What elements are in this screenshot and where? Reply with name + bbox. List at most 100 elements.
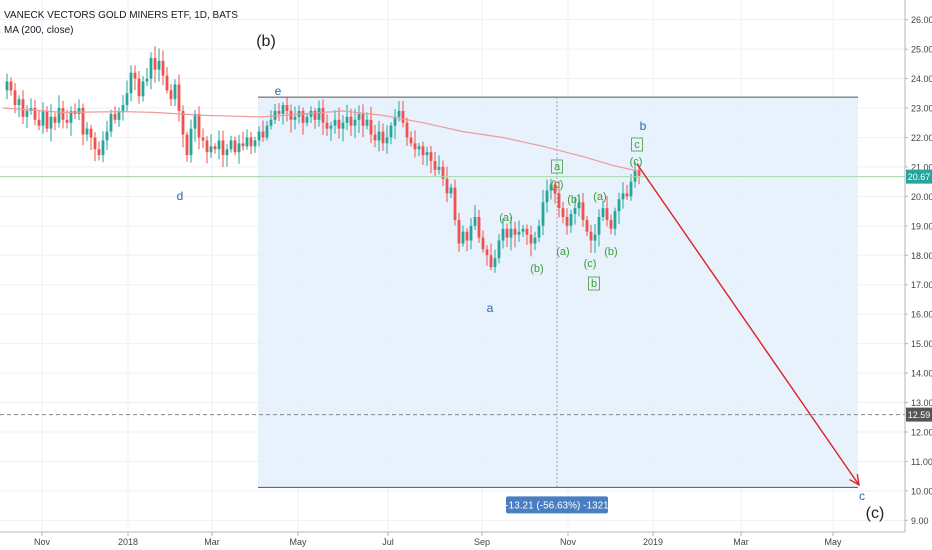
candle-body [273,110,277,120]
candle-body [593,234,597,241]
candle-body [45,110,49,129]
candle-body [621,193,625,200]
candle-body [481,237,485,250]
candle-body [401,110,405,123]
candle-body [149,57,153,79]
candle-body [105,131,109,141]
candle-body [421,146,425,156]
candle-body [101,140,105,156]
candle-body [265,125,269,138]
candle-body [597,216,601,235]
x-tick-label: 2018 [118,537,138,547]
candle-body [373,134,377,141]
candle-body [17,99,21,106]
wave-label: d [177,189,184,203]
candle-body [437,166,441,170]
last-price-tag: 20.67 [908,172,931,182]
y-tick-label: 18.00 [911,251,932,261]
candle-body [441,166,445,179]
candle-body [21,99,25,117]
candle-body [361,113,365,126]
x-tick-label: Nov [34,537,51,547]
candle-body [353,119,357,126]
candle-body [89,128,93,138]
candle-body [25,110,29,117]
candle-body [449,187,453,194]
candle-body [257,131,261,141]
projection-line [636,163,860,486]
candle-body [205,140,209,153]
candle-body [489,255,493,268]
wave-label: e [275,84,282,98]
candle-body [305,116,309,123]
wave-label: c [859,489,865,503]
wave-label: (a) [556,246,569,258]
candle-body [465,231,469,241]
candle-body [617,199,621,212]
candle-body [613,211,617,229]
wave-label: (c) [866,505,885,522]
candle-body [377,131,381,141]
candle-body [125,93,129,106]
wave-label: a [554,161,561,173]
price-lines [0,176,905,416]
candle-body [357,113,361,120]
candle-body [517,231,521,235]
candle-body [133,72,137,79]
candle-body [629,181,633,197]
wave-label: c [634,139,640,151]
candle-body [13,90,17,106]
candle-body [413,143,417,150]
candle-body [545,190,549,203]
candle-body [637,169,641,176]
candle-body [433,161,437,170]
y-tick-label: 25.00 [911,45,932,55]
candle-body [461,231,465,244]
candle-body [229,140,233,150]
wave-label: b [591,278,597,290]
measure-label-box [506,496,608,514]
candle-body [577,202,581,209]
y-tick-label: 15.00 [911,339,932,349]
candle-body [329,125,333,129]
candle-body [469,225,473,241]
candle-body [417,146,421,150]
candle-body [541,202,545,226]
candle-body [201,137,205,141]
x-tick-label: Mar [733,537,749,547]
candle-body [625,193,629,197]
candle-body [281,105,285,114]
chart-title: VANECK VECTORS GOLD MINERS ETF, 1D, BATS [4,10,238,21]
candle-body [177,84,181,111]
candle-body [301,110,305,123]
y-tick-label: 19.00 [911,221,932,231]
candle-body [341,122,345,129]
candle-body [425,152,429,156]
candle-body [397,110,401,117]
candle-body [473,216,477,226]
wave-label: a [487,301,494,315]
candle-body [9,81,13,91]
candle-body [49,116,53,129]
candle-body [557,193,561,209]
candle-body [225,149,229,156]
candle-body [53,116,57,123]
y-tick-label: 13.00 [911,398,932,408]
candle-body [405,122,409,138]
candle-body [145,78,149,82]
candle-body [513,228,517,235]
x-tick-label: Jul [382,537,394,547]
candle-body [33,108,37,120]
candle-body [93,137,97,150]
candle-body [561,208,565,217]
candle-body [5,81,9,91]
y-tick-label: 16.00 [911,310,932,320]
candle-body [217,140,221,150]
candle-body [233,140,237,153]
x-tick-label: May [289,537,307,547]
y-tick-label: 22.00 [911,133,932,143]
candle-body [185,134,189,156]
measure-label: -13.21 (-56.63%) -1321 [505,500,609,511]
